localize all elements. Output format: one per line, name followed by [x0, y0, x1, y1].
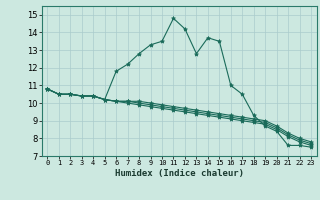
X-axis label: Humidex (Indice chaleur): Humidex (Indice chaleur): [115, 169, 244, 178]
